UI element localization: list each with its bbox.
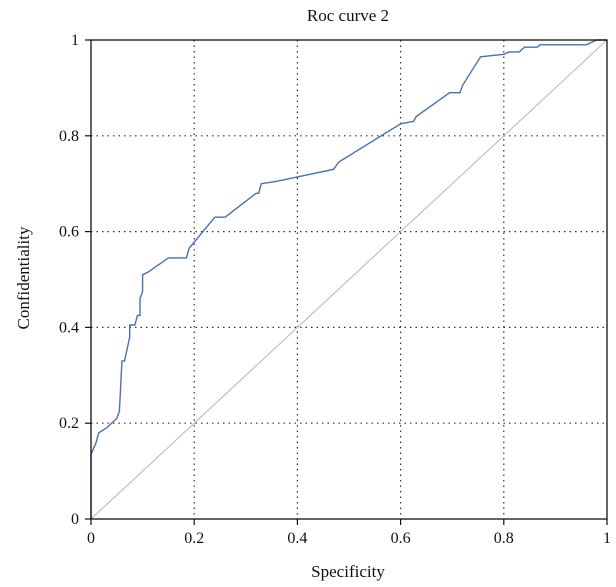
reference-diagonal-line bbox=[90, 39, 608, 520]
x-tick-label: 0.6 bbox=[391, 530, 411, 547]
series-group bbox=[90, 39, 608, 520]
grid-lines bbox=[91, 40, 607, 519]
axis-ticks: 0 0.2 0.4 0.6 0.8 1 0 0.2 0.4 0.6 0.8 1 bbox=[59, 32, 611, 547]
x-tick-label: 0.2 bbox=[184, 530, 204, 547]
y-axis-label: Confidentiality bbox=[14, 226, 33, 329]
x-tick-label: 0.4 bbox=[287, 530, 307, 547]
y-tick-label: 0.4 bbox=[59, 319, 79, 336]
roc-curve-line bbox=[90, 39, 607, 519]
x-axis-label: Specificity bbox=[311, 562, 385, 581]
x-tick-label: 1 bbox=[603, 530, 611, 547]
y-tick-label: 0.2 bbox=[59, 415, 79, 432]
y-tick-label: 0.6 bbox=[59, 224, 79, 241]
y-tick-label: 1 bbox=[71, 32, 79, 49]
y-tick-label: 0 bbox=[71, 511, 79, 528]
plot-frame bbox=[90, 39, 608, 520]
x-tick-label: 0 bbox=[87, 530, 95, 547]
chart-title: Roc curve 2 bbox=[307, 6, 389, 25]
y-tick-label: 0.8 bbox=[59, 128, 79, 145]
x-tick-label: 0.8 bbox=[494, 530, 514, 547]
